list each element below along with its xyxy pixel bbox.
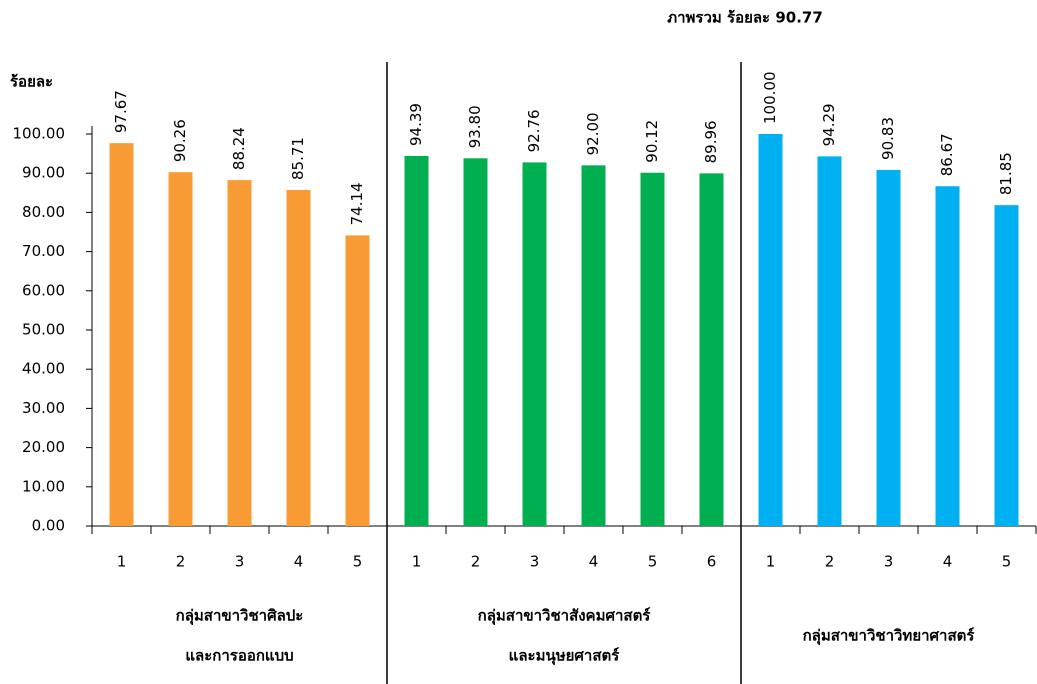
x-tick-label: 1 xyxy=(117,553,127,571)
x-tick-label: 4 xyxy=(943,553,953,571)
value-label: 89.96 xyxy=(702,120,720,163)
y-tick-label: 40.00 xyxy=(22,360,65,378)
x-tick-label: 5 xyxy=(353,553,363,571)
bar xyxy=(286,190,311,527)
value-label: 74.14 xyxy=(348,182,366,225)
value-label: 92.00 xyxy=(584,112,602,155)
y-tick-label: 20.00 xyxy=(22,438,65,456)
x-tick-label: 1 xyxy=(766,553,776,571)
x-tick-label: 3 xyxy=(235,553,245,571)
bar xyxy=(640,172,665,526)
group-label: กลุ่มสาขาวิชาสังคมศาสตร์ xyxy=(478,607,652,626)
value-label: 86.67 xyxy=(938,133,956,176)
bar xyxy=(581,165,606,527)
bar xyxy=(994,205,1019,526)
y-tick-label: 90.00 xyxy=(22,164,65,182)
group-label: และมนุษยศาสตร์ xyxy=(509,647,621,666)
y-tick-label: 50.00 xyxy=(22,321,65,339)
y-tick-label: 70.00 xyxy=(22,242,65,260)
chart-title: ภาพรวม ร้อยละ 90.77 xyxy=(667,9,823,27)
value-label: 88.24 xyxy=(230,127,248,170)
bar xyxy=(935,186,960,526)
y-tick-label: 10.00 xyxy=(22,477,65,495)
x-tick-label: 5 xyxy=(648,553,658,571)
bar xyxy=(699,173,724,526)
bar xyxy=(404,155,429,526)
y-tick-label: 0.00 xyxy=(32,517,65,535)
bar xyxy=(758,134,783,526)
x-tick-label: 2 xyxy=(471,553,481,571)
x-tick-label: 2 xyxy=(176,553,186,571)
value-label: 100.00 xyxy=(761,72,779,125)
value-label: 94.29 xyxy=(820,103,838,146)
bar xyxy=(227,180,252,527)
x-tick-label: 5 xyxy=(1002,553,1012,571)
x-tick-label: 1 xyxy=(412,553,422,571)
value-label: 90.26 xyxy=(171,119,189,162)
bar xyxy=(876,169,901,526)
x-tick-label: 3 xyxy=(884,553,894,571)
x-tick-label: 2 xyxy=(825,553,835,571)
value-label: 97.67 xyxy=(112,90,130,133)
value-label: 93.80 xyxy=(466,105,484,148)
group-label: กลุ่มสาขาวิชาศิลปะ xyxy=(176,607,304,626)
value-label: 92.76 xyxy=(525,109,543,152)
bar xyxy=(463,158,488,526)
group-label: และการออกแบบ xyxy=(185,647,293,665)
x-tick-label: 4 xyxy=(589,553,599,571)
value-label: 81.85 xyxy=(997,152,1015,195)
bar xyxy=(109,143,134,526)
y-axis-label: ร้อยละ xyxy=(10,73,53,91)
bar xyxy=(522,162,547,526)
x-tick-label: 6 xyxy=(707,553,717,571)
x-tick-label: 4 xyxy=(294,553,304,571)
bar xyxy=(168,172,193,527)
group-label: กลุ่มสาขาวิชาวิทยาศาสตร์ xyxy=(803,627,976,646)
bar xyxy=(345,235,370,526)
value-label: 90.12 xyxy=(643,120,661,163)
y-tick-label: 60.00 xyxy=(22,281,65,299)
y-tick-label: 100.00 xyxy=(13,125,66,143)
x-tick-label: 3 xyxy=(530,553,540,571)
value-label: 85.71 xyxy=(289,137,307,180)
y-tick-label: 80.00 xyxy=(22,203,65,221)
y-tick-label: 30.00 xyxy=(22,399,65,417)
bar xyxy=(817,156,842,527)
value-label: 94.39 xyxy=(407,103,425,146)
value-label: 90.83 xyxy=(879,117,897,160)
